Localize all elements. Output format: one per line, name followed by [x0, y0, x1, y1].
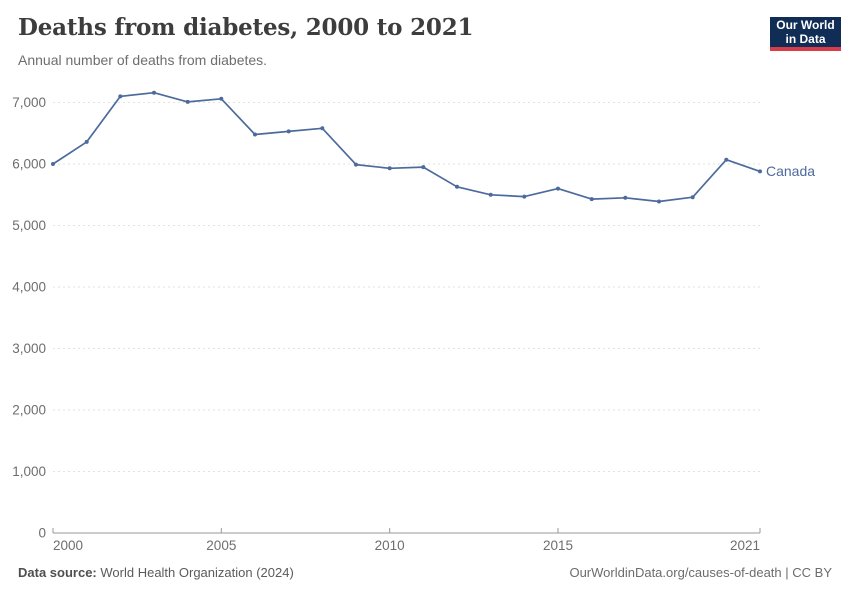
y-tick-label: 1,000 — [12, 464, 46, 479]
series-end-label[interactable]: Canada — [766, 163, 815, 179]
data-point[interactable] — [152, 90, 156, 95]
data-point[interactable] — [724, 157, 729, 162]
data-point[interactable] — [185, 99, 190, 104]
data-point[interactable] — [556, 186, 560, 191]
citation-link[interactable]: OurWorldinData.org/causes-of-death — [569, 565, 782, 580]
data-source-value: World Health Organization (2024) — [100, 565, 294, 580]
data-point[interactable] — [354, 162, 358, 167]
data-point[interactable] — [690, 195, 695, 200]
y-tick-label: 5,000 — [12, 218, 46, 233]
line-chart-svg: 0 1,000 2,000 3,000 4,000 5,000 6,000 7,000 2000… — [12, 90, 815, 553]
x-tick-label: 2010 — [375, 538, 405, 553]
y-tick-label: 3,000 — [12, 341, 46, 356]
data-point[interactable] — [522, 194, 527, 199]
page-subtitle: Annual number of deaths from diabetes. — [18, 52, 268, 68]
data-point[interactable] — [51, 162, 55, 166]
data-point[interactable] — [84, 139, 89, 144]
line-chart: 0 1,000 2,000 3,000 4,000 5,000 6,000 7,000 2000… — [0, 75, 850, 570]
data-point[interactable] — [758, 169, 762, 174]
data-source-label: Data source: — [18, 565, 97, 580]
y-tick-label: 7,000 — [12, 95, 46, 110]
data-point[interactable] — [657, 199, 661, 204]
y-tick-label: 2,000 — [12, 403, 46, 418]
y-tick-label: 6,000 — [12, 157, 46, 172]
data-point[interactable] — [455, 184, 459, 189]
data-source: Data source: World Health Organization (… — [18, 565, 294, 580]
owid-logo-line1: Our World — [776, 18, 835, 32]
data-point[interactable] — [320, 126, 325, 131]
x-tick-label: 2021 — [730, 538, 760, 553]
chart-footer: Data source: World Health Organization (… — [18, 565, 832, 580]
data-point[interactable] — [421, 165, 426, 170]
y-tick-label: 4,000 — [12, 280, 46, 295]
data-point[interactable] — [253, 132, 257, 137]
data-point[interactable] — [286, 129, 291, 134]
y-tick-label: 0 — [38, 526, 46, 541]
line-series-canada[interactable] — [52, 91, 761, 203]
citation-license: | CC BY — [781, 565, 832, 580]
data-point[interactable] — [219, 96, 224, 101]
data-point[interactable] — [488, 192, 493, 197]
data-point[interactable] — [387, 166, 392, 171]
data-point[interactable] — [589, 197, 594, 202]
x-tick-label: 2000 — [53, 538, 83, 553]
citation: OurWorldinData.org/causes-of-death | CC … — [569, 565, 832, 580]
owid-logo[interactable]: Our World in Data — [770, 17, 841, 51]
page-title: Deaths from diabetes, 2000 to 2021 — [18, 14, 474, 41]
x-tick-label: 2005 — [206, 538, 236, 553]
x-tick-label: 2015 — [543, 538, 573, 553]
data-point[interactable] — [118, 94, 123, 99]
data-point[interactable] — [623, 195, 628, 200]
owid-logo-line2: in Data — [785, 32, 826, 46]
